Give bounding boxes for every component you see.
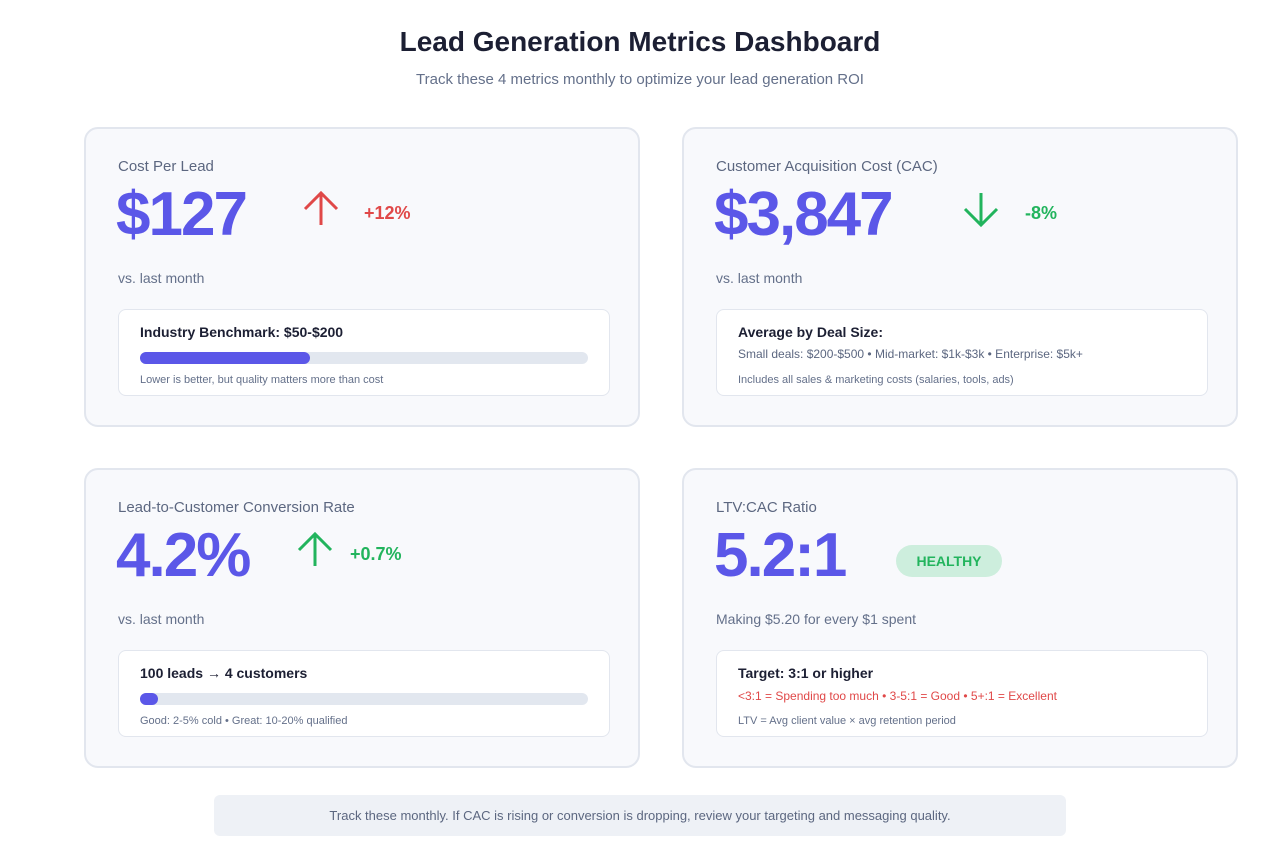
comparison-text: Making $5.20 for every $1 spent [716, 611, 917, 627]
box-note: Includes all sales & marketing costs (sa… [738, 374, 1014, 386]
comparison-text: vs. last month [716, 270, 803, 286]
arrow-up-icon [303, 190, 339, 225]
conversion-box: 100 leads → 4 customers Good: 2-5% cold … [118, 650, 610, 737]
metric-label: LTV:CAC Ratio [716, 499, 817, 516]
metric-label: Lead-to-Customer Conversion Rate [118, 499, 355, 516]
metric-delta: -8% [1025, 203, 1058, 223]
benchmark-progress-bar [140, 352, 588, 364]
ratio-guide: <3:1 = Spending too much • 3-5:1 = Good … [738, 689, 1057, 703]
box-note: Good: 2-5% cold • Great: 10-20% qualifie… [140, 715, 348, 727]
benchmark-box: Industry Benchmark: $50-$200 Lower is be… [118, 309, 610, 396]
comparison-text: vs. last month [118, 611, 205, 627]
metric-delta: +12% [364, 203, 411, 223]
comparison-text: vs. last month [118, 270, 205, 286]
metric-delta: +0.7% [350, 544, 402, 564]
metric-label: Cost Per Lead [118, 158, 214, 175]
box-title: Target: 3:1 or higher [738, 665, 874, 681]
metric-value: $127 [116, 180, 248, 249]
box-title: Industry Benchmark: $50-$200 [140, 324, 344, 340]
metric-label: Customer Acquisition Cost (CAC) [716, 158, 938, 175]
footer-tip: Track these monthly. If CAC is rising or… [214, 795, 1066, 836]
deal-size-ranges: Small deals: $200-$500 • Mid-market: $1k… [738, 347, 1083, 361]
card-cost-per-lead: Cost Per Lead $127 +12% vs. last month I… [84, 127, 640, 427]
card-conversion-rate: Lead-to-Customer Conversion Rate 4.2% +0… [84, 468, 640, 768]
arrow-up-icon [297, 531, 333, 566]
metric-value: $3,847 [714, 180, 894, 249]
page-title: Lead Generation Metrics Dashboard [399, 26, 881, 57]
card-ltv-cac: LTV:CAC Ratio 5.2:1 HEALTHY Making $5.20… [682, 468, 1238, 768]
page-subtitle: Track these 4 metrics monthly to optimiz… [416, 71, 864, 88]
metric-value: 5.2:1 [714, 521, 847, 590]
box-note: Lower is better, but quality matters mor… [140, 374, 384, 386]
progress-fill [140, 352, 311, 364]
box-title: 100 leads → 4 customers [140, 665, 308, 681]
status-badge: HEALTHY [896, 545, 1002, 577]
metric-value: 4.2% [116, 521, 251, 590]
box-note: LTV = Avg client value × avg retention p… [738, 715, 956, 727]
card-cac: Customer Acquisition Cost (CAC) $3,847 -… [682, 127, 1238, 427]
conversion-progress-bar [140, 693, 588, 705]
progress-fill [140, 693, 158, 705]
deal-size-box: Average by Deal Size: Small deals: $200-… [716, 309, 1208, 396]
target-box: Target: 3:1 or higher <3:1 = Spending to… [716, 650, 1208, 737]
arrow-down-icon [963, 193, 999, 228]
box-title: Average by Deal Size: [738, 324, 883, 340]
